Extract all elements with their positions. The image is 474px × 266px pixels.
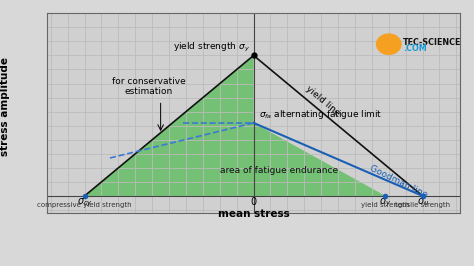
Text: compressive yield strength: compressive yield strength bbox=[37, 202, 132, 208]
Text: yield strength: yield strength bbox=[361, 202, 410, 208]
Text: for conservative
estimation: for conservative estimation bbox=[112, 77, 186, 96]
Text: $\sigma_{fa}$ alternating fatigue limit: $\sigma_{fa}$ alternating fatigue limit bbox=[259, 109, 382, 122]
Text: stress amplitude: stress amplitude bbox=[0, 57, 10, 156]
Text: 0: 0 bbox=[251, 197, 256, 207]
Text: yield line: yield line bbox=[304, 84, 342, 117]
Text: $\sigma_y$: $\sigma_y$ bbox=[379, 197, 392, 209]
Text: tensile strength: tensile strength bbox=[395, 202, 450, 208]
Text: yield strength $\sigma_y$: yield strength $\sigma_y$ bbox=[173, 41, 250, 54]
Text: area of fatigue endurance: area of fatigue endurance bbox=[220, 166, 338, 175]
Text: .COM: .COM bbox=[403, 44, 427, 53]
Text: TEC-SCIENCE: TEC-SCIENCE bbox=[403, 38, 462, 47]
Text: $\sigma_u$: $\sigma_u$ bbox=[417, 197, 428, 209]
Circle shape bbox=[377, 34, 401, 54]
Polygon shape bbox=[84, 55, 385, 196]
Text: mean stress: mean stress bbox=[218, 209, 290, 219]
Text: $\sigma_{cy}$: $\sigma_{cy}$ bbox=[77, 197, 92, 209]
Text: Goodman line: Goodman line bbox=[368, 164, 429, 200]
